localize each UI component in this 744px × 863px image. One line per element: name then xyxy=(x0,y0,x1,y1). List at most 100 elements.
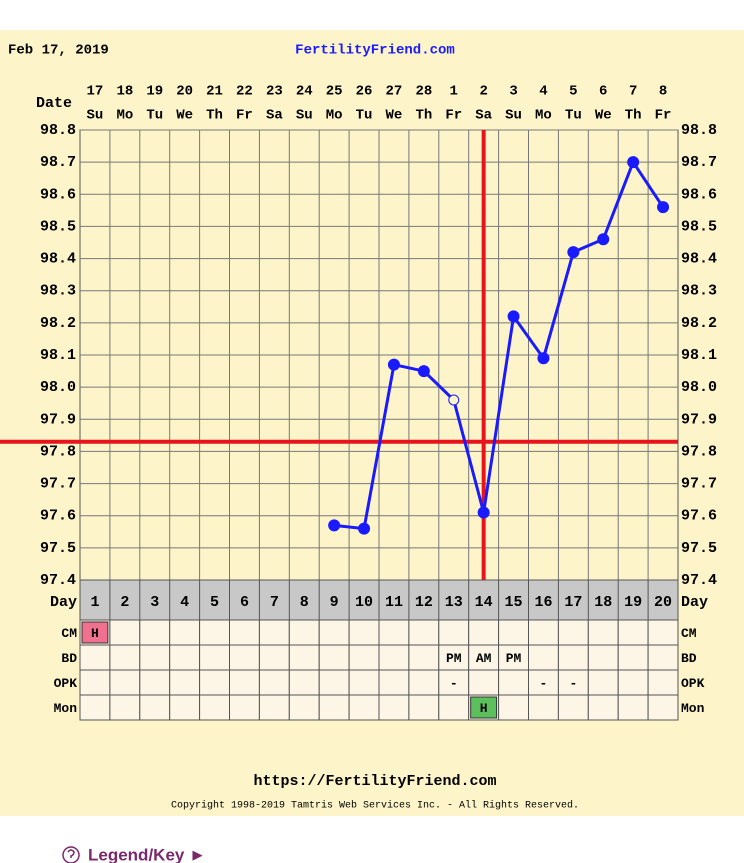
table-cell xyxy=(258,644,290,671)
y-tick-label: 98.1 xyxy=(40,347,76,364)
table-cell xyxy=(587,694,619,721)
y2-tick-label: 98.7 xyxy=(681,154,717,171)
table-cell xyxy=(587,669,619,696)
footer-url: https://FertilityFriend.com xyxy=(253,773,496,790)
cycle-day: 5 xyxy=(210,594,219,611)
table-cell xyxy=(199,644,231,671)
table-cell xyxy=(169,669,201,696)
table-cell xyxy=(468,619,500,646)
table-cell xyxy=(378,619,410,646)
table-cell xyxy=(587,644,619,671)
y-tick-label: 98.0 xyxy=(40,379,76,396)
x-date-label: 26 xyxy=(356,84,373,100)
row-label-right: CM xyxy=(681,626,697,641)
table-cell xyxy=(109,669,141,696)
table-cell xyxy=(139,644,171,671)
table-cell xyxy=(348,619,380,646)
table-cell xyxy=(647,669,679,696)
x-weekday-label: We xyxy=(176,108,193,124)
table-cell xyxy=(468,644,500,671)
table-cell xyxy=(318,619,350,646)
table-cell xyxy=(229,669,260,696)
x-weekday-label: Tu xyxy=(565,108,582,124)
y2-tick-label: 98.0 xyxy=(681,379,717,396)
legend-link[interactable]: Legend/Key ► xyxy=(62,845,206,863)
x-weekday-label: Mo xyxy=(535,108,552,124)
y2-tick-label: 98.8 xyxy=(681,122,717,139)
x-weekday-label: Fr xyxy=(655,108,672,124)
x-date-label: 24 xyxy=(296,84,313,100)
x-date-label: 5 xyxy=(569,84,577,100)
temperature-point xyxy=(477,506,490,519)
chart-title: FertilityFriend.com xyxy=(295,43,455,59)
x-weekday-label: Su xyxy=(296,108,313,124)
x-date-label: 18 xyxy=(116,84,133,100)
table-cell xyxy=(199,669,231,696)
table-cell xyxy=(109,619,141,646)
y-tick-label: 98.2 xyxy=(40,315,76,332)
cell-highlight xyxy=(81,621,109,644)
x-date-label: 1 xyxy=(450,84,458,100)
table-cell xyxy=(318,644,350,671)
table-cell xyxy=(498,694,530,721)
cycle-day: 11 xyxy=(385,594,403,611)
table-cell xyxy=(378,694,410,721)
table-cell xyxy=(139,669,171,696)
x-date-label: 21 xyxy=(206,84,223,100)
table-cell xyxy=(528,619,559,646)
table-cell xyxy=(169,644,201,671)
temperature-point xyxy=(448,394,460,406)
table-cell xyxy=(169,694,201,721)
help-icon-mark xyxy=(67,849,75,858)
table-cell xyxy=(587,619,619,646)
y-tick-label: 97.6 xyxy=(40,508,76,525)
x-weekday-label: Su xyxy=(87,108,104,124)
cycle-day: 19 xyxy=(624,594,642,611)
table-cell xyxy=(378,644,410,671)
date-header: Feb 17, 2019 xyxy=(8,43,109,59)
temperature-point xyxy=(507,310,520,323)
table-cell xyxy=(528,644,559,671)
help-icon xyxy=(62,846,80,863)
temperature-point xyxy=(417,365,430,378)
table-cell xyxy=(229,694,260,721)
table-cell xyxy=(438,619,470,646)
x-weekday-label: Sa xyxy=(266,108,283,124)
cycle-day: 1 xyxy=(90,594,99,611)
cycle-day: 20 xyxy=(654,594,672,611)
y2-tick-label: 97.7 xyxy=(681,476,717,493)
y-tick-label: 98.7 xyxy=(40,154,76,171)
temperature-point xyxy=(328,519,341,532)
cycle-day: 16 xyxy=(534,594,552,611)
legend-link-text[interactable]: Legend/Key ► xyxy=(88,845,206,863)
table-cell xyxy=(528,694,559,721)
cycle-day: 18 xyxy=(594,594,612,611)
x-date-label: 6 xyxy=(599,84,607,100)
table-cell xyxy=(258,619,290,646)
row-label-right: Day xyxy=(681,594,708,611)
y2-tick-label: 98.4 xyxy=(681,251,717,268)
table-cell xyxy=(617,644,649,671)
y-tick-label: 98.5 xyxy=(40,218,76,235)
table-cell xyxy=(408,619,440,646)
x-weekday-label: Su xyxy=(505,108,522,124)
table-cell xyxy=(468,669,500,696)
table-cell xyxy=(498,619,530,646)
row-label: Day xyxy=(50,594,77,611)
table-cell xyxy=(408,694,440,721)
table-cell xyxy=(79,669,111,696)
temperature-point xyxy=(358,522,371,535)
cell-text: AM xyxy=(476,651,492,666)
table-cell xyxy=(617,694,649,721)
date-label: Date xyxy=(36,95,72,112)
table-cell xyxy=(258,694,290,721)
table-cell xyxy=(318,694,350,721)
table-cell xyxy=(199,694,231,721)
y-tick-label: 98.8 xyxy=(40,122,76,139)
table-cell xyxy=(229,619,260,646)
x-weekday-label: Th xyxy=(625,108,642,124)
row-label: OPK xyxy=(54,676,78,691)
x-date-label: 22 xyxy=(236,84,253,100)
table-cell xyxy=(229,644,260,671)
